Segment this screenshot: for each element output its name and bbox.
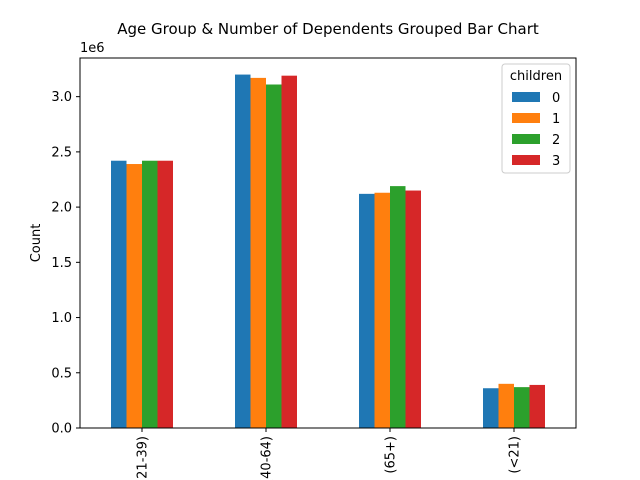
legend-swatch-2 xyxy=(512,134,540,144)
bar-series-3-1 xyxy=(281,75,297,429)
legend-swatch-1 xyxy=(512,113,540,123)
y-tick-label: 0.5 xyxy=(51,366,72,381)
x-axis-ticks: (21-39) (40-64) (65+) (<21) xyxy=(136,428,523,480)
bar-series-0-3 xyxy=(483,388,499,428)
bar-series-1-3 xyxy=(498,383,514,428)
legend-label-1: 1 xyxy=(552,112,560,127)
bar-series-0-0 xyxy=(111,160,127,428)
plot-frame xyxy=(79,57,577,429)
bar-series-1-1 xyxy=(250,77,266,428)
legend: children 0 1 2 3 xyxy=(501,63,571,174)
legend-title: children xyxy=(510,69,562,84)
y-tick-label: 2.5 xyxy=(51,145,72,160)
legend-swatch-0 xyxy=(512,92,540,102)
bar-series-2-0 xyxy=(142,160,158,428)
chart-title: Age Group & Number of Dependents Grouped… xyxy=(117,20,539,38)
legend-label-2: 2 xyxy=(552,133,560,148)
bar-series-1-2 xyxy=(374,192,390,428)
legend-label-0: 0 xyxy=(552,91,560,106)
y-tick-label: 1.0 xyxy=(51,311,72,326)
y-tick-label: 3.0 xyxy=(51,90,72,105)
x-tick-label: (65+) xyxy=(384,436,399,474)
bar-series-2-2 xyxy=(390,186,406,428)
y-tick-label: 0.0 xyxy=(51,422,72,437)
bar-series-1-0 xyxy=(126,164,142,428)
x-tick-label: (40-64) xyxy=(260,436,275,480)
legend-label-3: 3 xyxy=(552,154,560,169)
x-tick-label: (<21) xyxy=(508,436,523,474)
y-axis-label: Count xyxy=(29,224,44,263)
x-tick-label: (21-39) xyxy=(136,436,151,480)
bar-series-2-1 xyxy=(266,84,282,429)
bar-series-3-0 xyxy=(157,160,173,428)
y-tick-label: 1.5 xyxy=(51,256,72,271)
y-axis-multiplier: 1e6 xyxy=(80,41,105,56)
bar-series-0-1 xyxy=(235,74,251,428)
y-tick-label: 2.0 xyxy=(51,201,72,216)
bar-series-2-3 xyxy=(514,387,530,428)
bar-series-3-2 xyxy=(405,190,421,428)
y-axis-ticks: 0.0 0.5 1.0 1.5 2.0 2.5 3.0 xyxy=(51,90,80,437)
bars-group xyxy=(111,74,545,429)
bar-series-0-2 xyxy=(359,193,375,428)
legend-swatch-3 xyxy=(512,155,540,165)
bar-series-3-3 xyxy=(529,384,545,428)
